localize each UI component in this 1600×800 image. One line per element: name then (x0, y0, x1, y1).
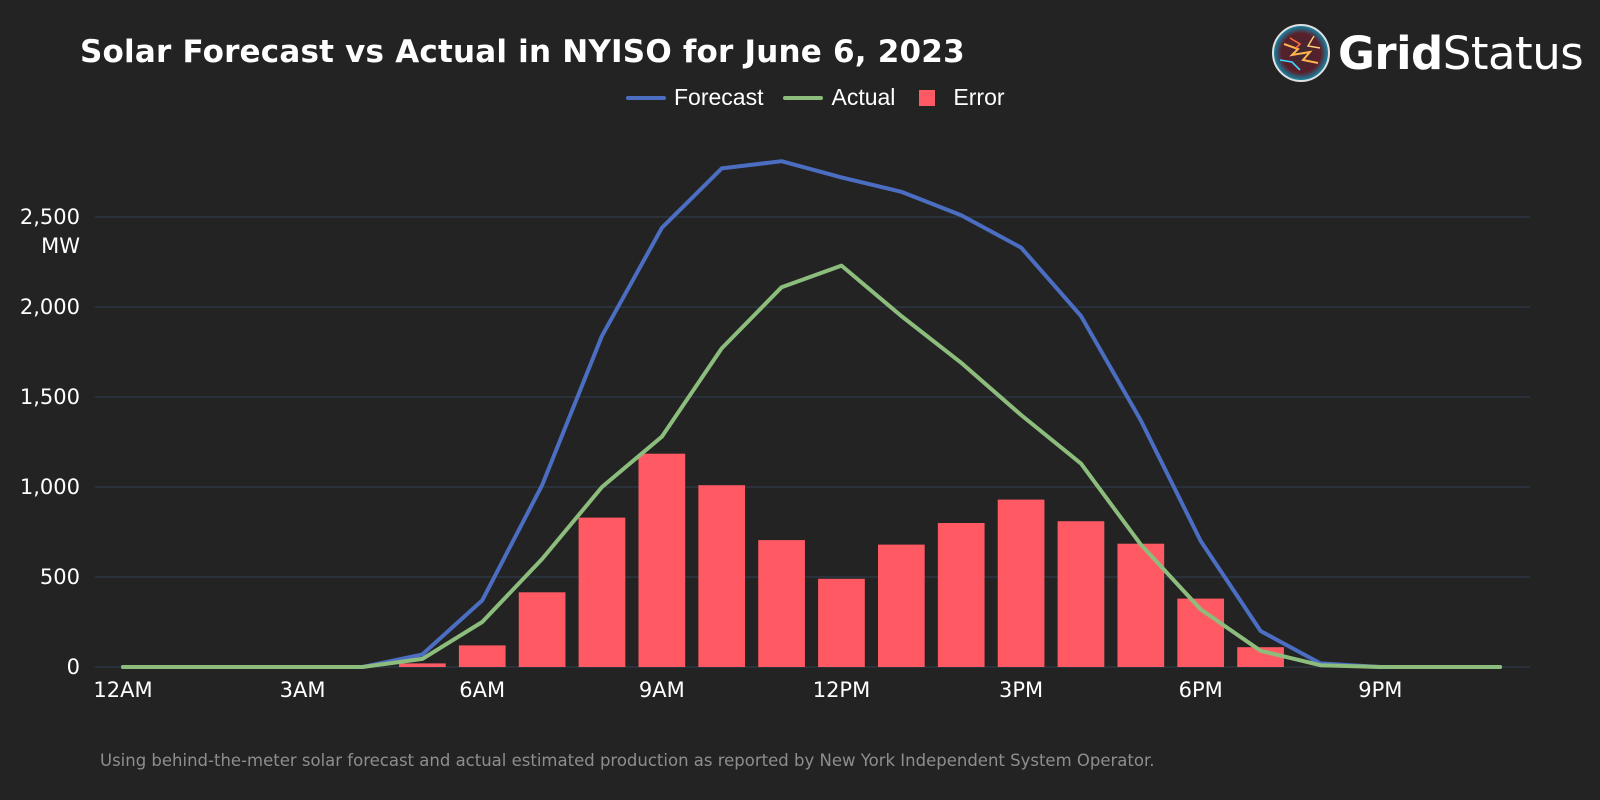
lightning-globe-icon (1272, 24, 1330, 82)
x-tick-label-12AM: 12AM (93, 678, 152, 702)
error-bar-9 (638, 453, 686, 667)
series-line-actual (121, 263, 1503, 669)
error-bar-7 (518, 592, 566, 667)
error-bar-15 (997, 499, 1045, 667)
legend: Forecast Actual Error (626, 84, 1025, 111)
error-bar-14 (937, 523, 985, 667)
error-bar-5 (399, 663, 446, 667)
gridstatus-logo[interactable]: GridStatus (1270, 22, 1584, 84)
legend-swatch-actual (783, 95, 824, 100)
x-tick-label-9PM: 9PM (1358, 678, 1402, 702)
y-tick-label-1000: 1,000 (20, 475, 80, 499)
legend-item-forecast[interactable]: Forecast (626, 84, 763, 111)
legend-label-actual: Actual (831, 84, 896, 110)
logo-text: GridStatus (1338, 26, 1584, 80)
error-bar-11 (758, 540, 805, 667)
error-bars (399, 453, 1284, 667)
error-bar-13 (877, 544, 925, 667)
series-line-forecast (121, 159, 1503, 669)
logo-text-status: Status (1442, 26, 1584, 80)
footnote: Using behind-the-meter solar forecast an… (100, 751, 1155, 770)
error-bar-12 (818, 578, 865, 667)
error-bar-10 (698, 485, 746, 667)
y-tick-label-2500: 2,500 (20, 205, 80, 229)
legend-swatch-forecast (626, 95, 666, 100)
x-tick-label-3PM: 3PM (999, 678, 1043, 702)
y-tick-label-500: 500 (40, 565, 80, 589)
logo-text-grid: Grid (1338, 26, 1443, 80)
legend-item-error[interactable]: Error (915, 84, 1005, 111)
series-lines (121, 159, 1503, 669)
chart-title: Solar Forecast vs Actual in NYISO for Ju… (80, 34, 965, 70)
legend-label-forecast: Forecast (674, 84, 764, 110)
legend-swatch-error (919, 89, 936, 106)
axis-labels: 0 500 1,000 1,500 2,000 2,500 MW 12AM 3AM 6AM 9AM 1… (20, 205, 1403, 702)
x-tick-label-9AM: 9AM (639, 678, 685, 702)
legend-label-error: Error (953, 84, 1005, 110)
error-bar-16 (1057, 521, 1105, 667)
grid-lines (95, 216, 1530, 668)
error-bar-6 (458, 645, 506, 667)
x-tick-label-3AM: 3AM (280, 678, 326, 702)
y-tick-label-0: 0 (67, 655, 80, 679)
y-axis-label: MW (41, 234, 80, 258)
legend-item-actual[interactable]: Actual (783, 84, 895, 111)
x-tick-label-6AM: 6AM (459, 678, 505, 702)
y-tick-label-2000: 2,000 (20, 295, 80, 319)
x-tick-label-12PM: 12PM (813, 678, 871, 702)
x-tick-label-6PM: 6PM (1179, 678, 1223, 702)
y-tick-label-1500: 1,500 (20, 385, 80, 409)
error-bar-8 (578, 517, 626, 667)
